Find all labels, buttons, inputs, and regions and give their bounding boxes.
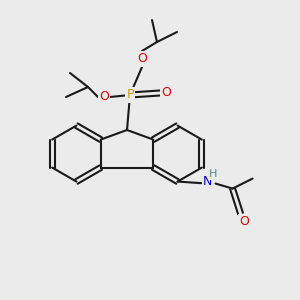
Text: O: O: [240, 215, 250, 228]
Text: O: O: [161, 86, 171, 100]
Text: O: O: [99, 91, 109, 103]
Text: H: H: [209, 169, 218, 178]
Text: N: N: [203, 175, 212, 188]
Text: P: P: [126, 88, 134, 101]
Text: O: O: [137, 52, 147, 65]
